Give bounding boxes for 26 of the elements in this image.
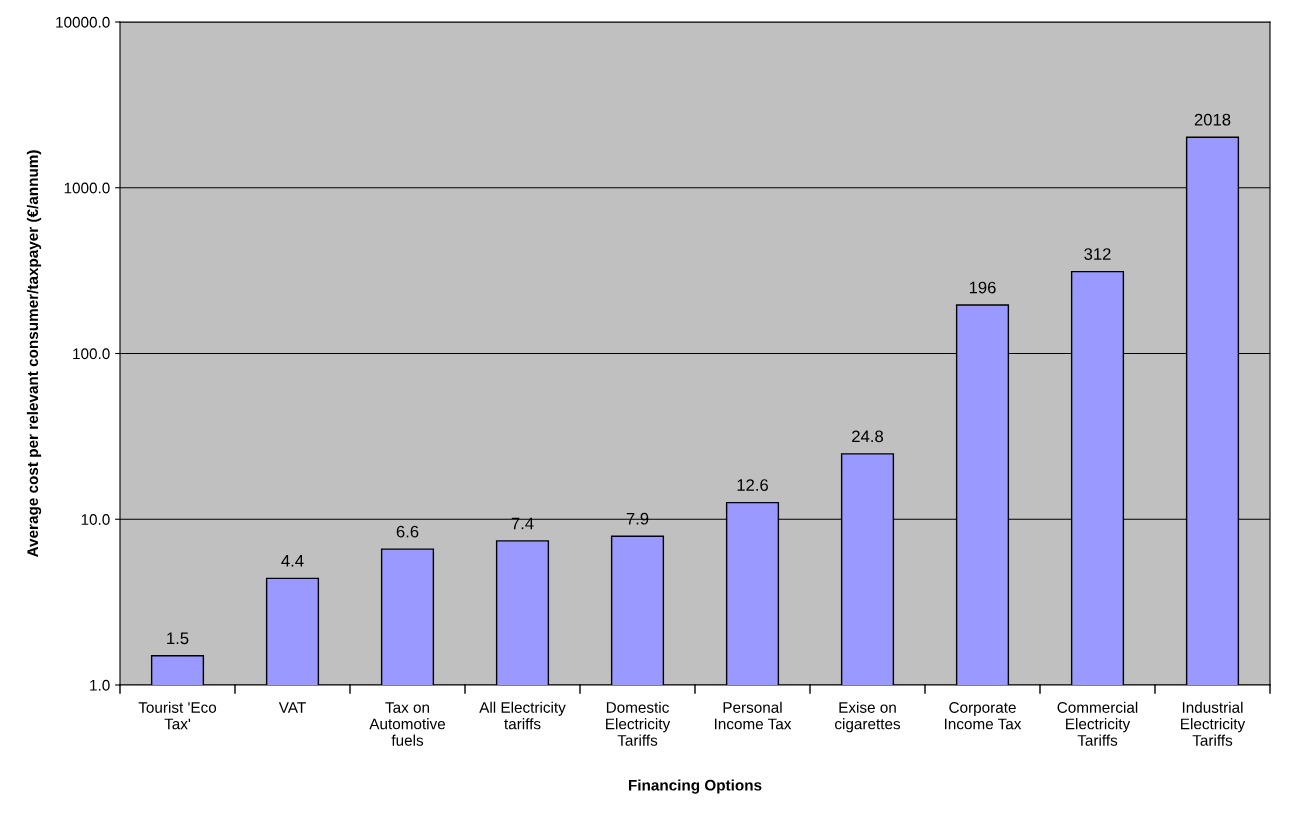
y-tick-label: 1.0 (90, 679, 110, 691)
x-axis-title: Financing Options (628, 779, 762, 794)
y-tick-label: 10.0 (81, 514, 110, 525)
y-tick-label: 100.0 (73, 348, 110, 360)
x-tick-label: Personal Income Tax (714, 701, 792, 730)
data-label: 12.6 (737, 479, 768, 491)
data-label: 2018 (1194, 113, 1231, 126)
data-label: 4.4 (281, 555, 304, 567)
y-axis-title: Average cost per relevant consumer/taxpayer (€/annum) (26, 150, 42, 558)
x-tick-label: Tax on Automotive fuels (369, 702, 446, 746)
x-tick-label: Domestic Electricity Tariffs (606, 701, 671, 746)
x-tick-label: Commercial Electricity Tariffs (1057, 701, 1138, 746)
data-label: 24.8 (852, 430, 883, 443)
data-label: 312 (1084, 248, 1111, 260)
data-label: 7.4 (511, 517, 534, 530)
x-tick-label: Tourist 'Eco Tax' (138, 701, 217, 730)
x-tick-label: All Electricity tariffs (479, 701, 566, 730)
data-label: 1.5 (167, 632, 189, 645)
x-tick-label: VAT (278, 702, 306, 713)
data-label: 196 (969, 281, 996, 294)
data-label: 6.6 (396, 525, 419, 538)
x-tick-label: Industrial Electricity Tariffs (1181, 701, 1246, 746)
y-tick-label: 1000.0 (64, 182, 110, 194)
x-tick-label: Corporate Income Tax (944, 702, 1022, 730)
y-tick-label: 10000.0 (56, 16, 110, 28)
x-tick-label: Exise on cigarettes (835, 701, 901, 733)
